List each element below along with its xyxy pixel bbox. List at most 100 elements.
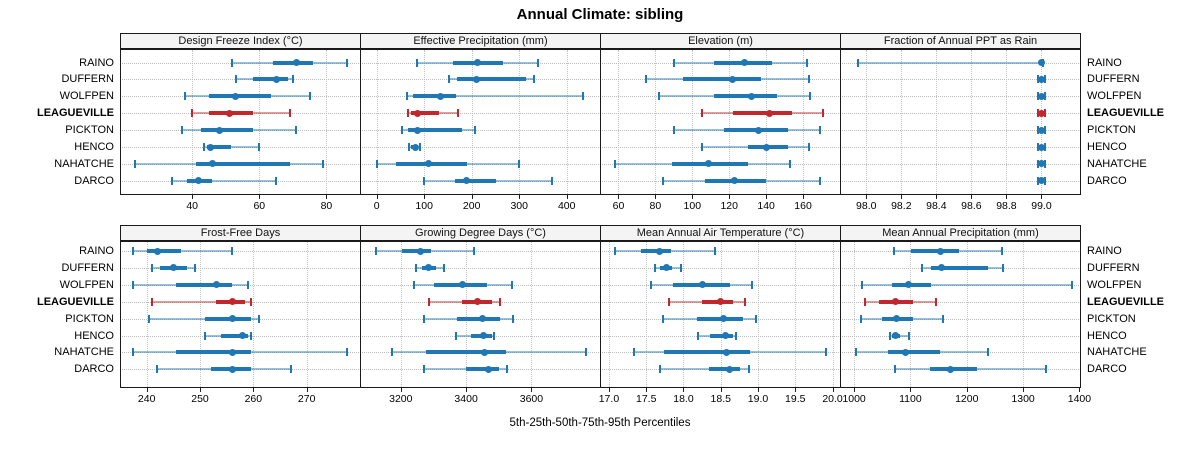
axis-tick [1023,388,1025,392]
gridline-v [655,50,657,194]
whisker-darco-median-dot [228,365,236,373]
whisker-darco-cap-high [818,176,821,185]
row-label-left-nahatche: NAHATCHE [54,157,114,170]
whisker-nahatche-cap-high [986,348,989,357]
axis-tick-label: 160 [794,200,812,212]
whisker-raino-cap-low [672,58,675,67]
axis-tick-label: 98.8 [996,200,1017,212]
gridline-h [362,147,599,148]
axis-tick-label: 80 [649,200,662,212]
whisker-raino-median-dot [292,59,300,66]
gridline-h [842,180,1079,182]
whisker-darco-cap-low [156,365,159,374]
axis-tick [146,388,148,392]
whisker-wolfpen-cap-high [308,92,311,101]
gridline-v [901,50,903,194]
whisker-wolfpen-median-dot [437,92,445,100]
gridline-h [602,251,839,252]
whisker-leagueville-median-dot [474,298,482,306]
gridline-v [729,50,731,194]
whisker-duffern-cap-high [1002,263,1005,272]
axis-tick [531,388,533,392]
row-label-left-wolfpen: WOLFPEN [59,278,114,291]
whisker-nahatche-cap-high [824,348,827,357]
panel-strip-growing-degree-days-c: Growing Degree Days (°C) [360,225,601,241]
whisker-henco-cap-high [493,331,496,340]
whisker-wolfpen-cap-high [1071,280,1074,289]
gridline-v [259,50,261,194]
whisker-henco-median-dot [891,332,899,339]
whisker-pickton-median-dot [228,315,236,323]
axis-tick-label: 19.5 [785,393,806,405]
whisker-raino-cap-high [537,58,540,67]
gridline-v [608,242,610,387]
gridline-v [832,242,834,387]
whisker-duffern-median-dot [424,264,432,272]
gridline-v [910,242,912,387]
gridline-h [122,147,359,148]
axis-tick [471,195,473,199]
whisker-henco-cap-low [700,143,703,151]
axis-tick-label: 19.0 [747,393,769,405]
whisker-raino-range [133,250,232,252]
whisker-wolfpen-iqr [714,94,778,99]
axis-tick [466,388,468,392]
row-label-right-wolfpen: WOLFPEN [1087,90,1142,103]
whisker-leagueville-cap-low [863,297,866,306]
whisker-darco-iqr [466,367,499,372]
whisker-pickton-median-dot [720,315,728,323]
whisker-raino-median-dot [153,247,161,255]
whisker-darco-cap-high [505,365,508,374]
axis-tick-label: 60 [253,200,266,212]
row-label-right-darco: DARCO [1087,174,1127,187]
gridline-v [531,242,533,387]
whisker-henco-iqr [221,333,248,338]
whisker-pickton-median-dot [414,126,422,134]
whisker-nahatche-cap-low [632,348,635,357]
whisker-raino-iqr [146,249,182,253]
gridline-v [936,50,938,194]
panel-plot-effective-precipitation-mm [360,49,601,195]
whisker-pickton-cap-low [672,126,675,135]
axis-tick [253,388,255,392]
gridline-h [362,251,599,252]
gridline-v [1041,50,1043,194]
whisker-leagueville-cap-low [407,109,409,118]
row-label-left-darco: DARCO [74,363,114,376]
axis-tick [200,388,201,392]
whisker-pickton-cap-high [257,314,260,323]
gridline-h [362,163,599,165]
whisker-raino-iqr [640,249,671,253]
whisker-raino-cap-low [132,247,135,255]
row-label-right-raino: RAINO [1087,56,1122,69]
whisker-duffern-median-dot [729,75,737,83]
panel-strip-effective-precipitation-mm: Effective Precipitation (mm) [360,33,601,49]
whisker-henco-cap-high [735,331,738,340]
axis-tick [608,388,610,392]
row-label-right-wolfpen: WOLFPEN [1087,278,1142,291]
gridline-v [1023,242,1025,387]
panel-strip-mean-annual-precipitation-mm: Mean Annual Precipitation (mm) [840,225,1081,241]
panel-plot-fraction-of-annual-ppt-as-rain [840,49,1081,195]
axis-tick [306,388,308,392]
whisker-nahatche-cap-low [855,348,858,357]
whisker-raino-iqr [401,249,431,253]
whisker-wolfpen-median-dot [458,281,466,289]
axis-tick [400,388,402,392]
axis-tick [910,388,912,392]
whisker-nahatche-iqr [664,350,750,355]
row-label-right-nahatche: NAHATCHE [1087,157,1147,170]
axis-tick [646,388,648,392]
whisker-duffern-cap-low [654,263,657,272]
gridline-h [602,267,839,269]
gridline-v [400,242,402,387]
panel-plot-mean-annual-precipitation-mm [840,241,1081,388]
whisker-darco-median-dot [195,177,203,185]
whisker-nahatche-cap-high [345,348,348,357]
whisker-henco-cap-high [1043,143,1046,151]
whisker-leagueville-median-dot [716,298,724,306]
gridline-h [842,96,1079,98]
whisker-darco-cap-high [748,365,751,374]
axis-tick-label: 3400 [454,393,478,405]
whisker-pickton-cap-high [941,314,944,323]
